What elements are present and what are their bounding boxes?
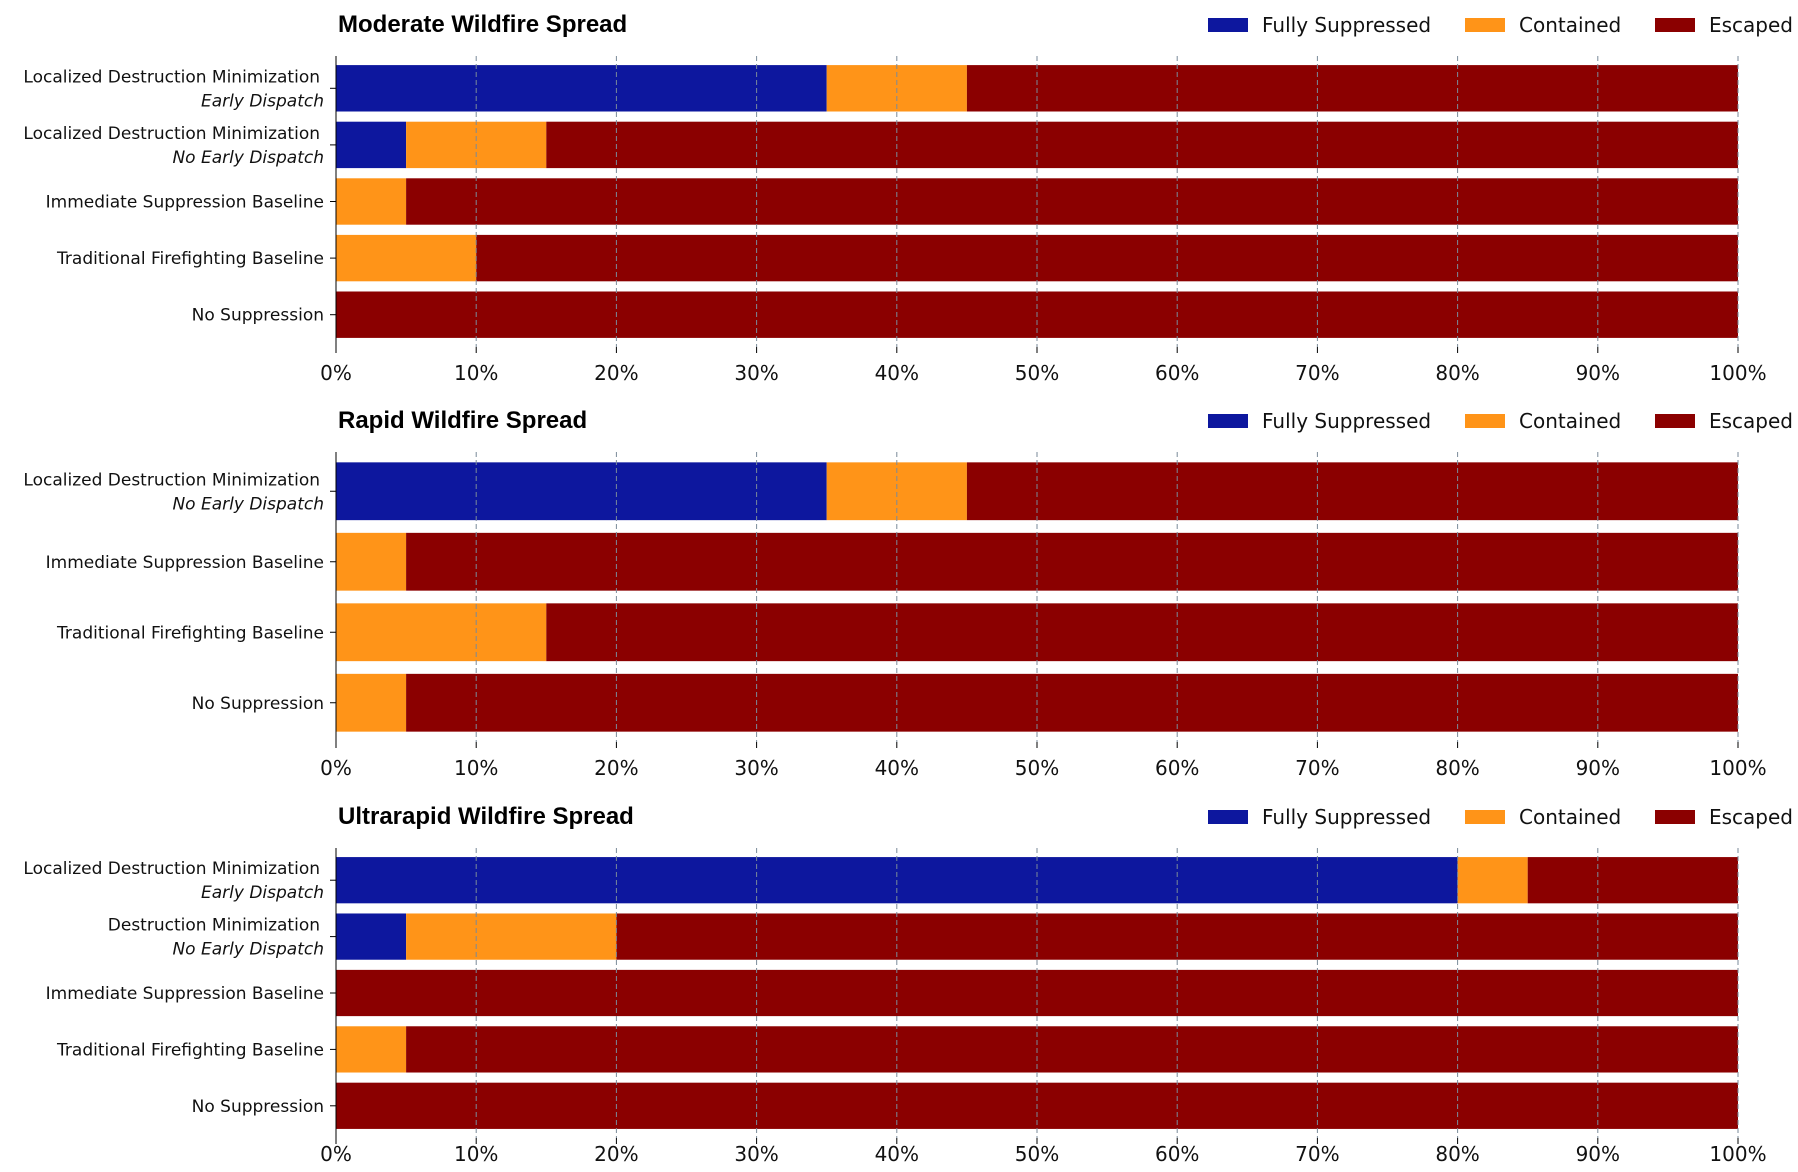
bar-fully-suppressed-destruction-minimization: [336, 913, 407, 960]
category-sublabel: No Early Dispatch: [172, 940, 324, 960]
legend-swatch-contained: [1465, 18, 1505, 32]
bar-escaped-immediate-suppression-baseline: [406, 532, 1739, 591]
legend-swatch-fully-suppressed: [1208, 18, 1248, 32]
category-sublabel: No Early Dispatch: [172, 148, 324, 168]
category-label: Traditional Firefighting Baseline: [56, 249, 324, 269]
bar-escaped-localized-destruction-minimization: [1527, 857, 1738, 904]
bar-escaped-immediate-suppression-baseline: [406, 178, 1739, 225]
x-tick-label: 70%: [1295, 361, 1339, 385]
legend-label-contained: Contained: [1519, 409, 1621, 433]
x-tick-label: 0%: [320, 361, 352, 385]
category-label: Localized Destruction Minimization: [23, 67, 320, 87]
chart-title: Rapid Wildfire Spread: [338, 407, 587, 434]
bar-contained-traditional-firefighting-baseline: [336, 603, 547, 662]
bar-contained-destruction-minimization: [406, 913, 617, 960]
category-sublabel: Early Dispatch: [201, 883, 324, 903]
category-sublabel: No Early Dispatch: [172, 494, 324, 514]
chart-panel-rapid: Rapid Wildfire Spread Fully Suppressed Con…: [23, 407, 1793, 780]
bar-contained-no-suppression: [336, 673, 407, 732]
x-tick-label: 40%: [875, 361, 919, 385]
x-tick-label: 100%: [1709, 756, 1766, 780]
legend-label-escaped: Escaped: [1709, 805, 1793, 829]
legend-label-escaped: Escaped: [1709, 409, 1793, 433]
category-label: Destruction Minimization: [108, 916, 320, 936]
x-tick-label: 90%: [1576, 1142, 1620, 1166]
category-label: No Suppression: [192, 1097, 324, 1117]
x-tick-label: 50%: [1015, 361, 1059, 385]
x-tick-label: 30%: [734, 756, 778, 780]
bar-contained-immediate-suppression-baseline: [336, 178, 407, 225]
bar-escaped-traditional-firefighting-baseline: [546, 603, 1738, 662]
chart-title: Moderate Wildfire Spread: [338, 11, 627, 38]
bar-fully-suppressed-localized-destruction-minimization: [336, 121, 407, 169]
x-tick-label: 40%: [875, 756, 919, 780]
bar-escaped-localized-destruction-minimization: [546, 121, 1738, 169]
legend-swatch-escaped: [1655, 414, 1695, 428]
bar-escaped-traditional-firefighting-baseline: [476, 234, 1739, 282]
category-label: Localized Destruction Minimization: [23, 859, 320, 879]
x-tick-label: 10%: [454, 361, 498, 385]
legend-swatch-escaped: [1655, 810, 1695, 824]
x-tick-label: 80%: [1435, 756, 1479, 780]
x-tick-label: 20%: [594, 1142, 638, 1166]
category-label: No Suppression: [192, 306, 324, 326]
bar-contained-immediate-suppression-baseline: [336, 532, 407, 591]
category-label: Traditional Firefighting Baseline: [56, 1040, 324, 1060]
chart-title: Ultrarapid Wildfire Spread: [338, 803, 634, 830]
legend-label-fully-suppressed: Fully Suppressed: [1262, 409, 1431, 433]
category-sublabel: Early Dispatch: [201, 91, 324, 111]
legend-label-fully-suppressed: Fully Suppressed: [1262, 13, 1431, 37]
bar-escaped-localized-destruction-minimization: [966, 65, 1738, 112]
x-tick-label: 30%: [734, 1142, 778, 1166]
x-tick-label: 20%: [594, 361, 638, 385]
legend-swatch-escaped: [1655, 18, 1695, 32]
category-label: No Suppression: [192, 694, 324, 714]
category-label: Immediate Suppression Baseline: [46, 984, 324, 1004]
x-tick-label: 70%: [1295, 756, 1339, 780]
x-tick-label: 70%: [1295, 1142, 1339, 1166]
legend-swatch-fully-suppressed: [1208, 810, 1248, 824]
bar-contained-traditional-firefighting-baseline: [336, 234, 477, 282]
x-tick-label: 10%: [454, 1142, 498, 1166]
legend-label-fully-suppressed: Fully Suppressed: [1262, 805, 1431, 829]
chart-panel-ultrarapid: Ultrarapid Wildfire Spread Fully Suppress…: [23, 803, 1793, 1166]
legend-label-contained: Contained: [1519, 805, 1621, 829]
bar-contained-traditional-firefighting-baseline: [336, 1026, 407, 1073]
x-tick-label: 60%: [1155, 1142, 1199, 1166]
bar-escaped-traditional-firefighting-baseline: [406, 1026, 1739, 1073]
bar-escaped-no-suppression: [406, 673, 1739, 732]
x-tick-label: 20%: [594, 756, 638, 780]
legend-swatch-contained: [1465, 810, 1505, 824]
x-tick-label: 100%: [1709, 1142, 1766, 1166]
bar-contained-localized-destruction-minimization: [1457, 857, 1528, 904]
x-tick-label: 90%: [1576, 756, 1620, 780]
x-tick-label: 0%: [320, 1142, 352, 1166]
x-tick-label: 60%: [1155, 361, 1199, 385]
bar-fully-suppressed-localized-destruction-minimization: [336, 65, 827, 112]
category-label: Immediate Suppression Baseline: [46, 553, 324, 573]
x-tick-label: 50%: [1015, 1142, 1059, 1166]
category-label: Traditional Firefighting Baseline: [56, 623, 324, 643]
bar-fully-suppressed-localized-destruction-minimization: [336, 462, 827, 521]
x-tick-label: 80%: [1435, 1142, 1479, 1166]
legend-swatch-fully-suppressed: [1208, 414, 1248, 428]
x-tick-label: 60%: [1155, 756, 1199, 780]
category-label: Immediate Suppression Baseline: [46, 193, 324, 213]
x-tick-label: 10%: [454, 756, 498, 780]
legend-swatch-contained: [1465, 414, 1505, 428]
x-tick-label: 50%: [1015, 756, 1059, 780]
category-label: Localized Destruction Minimization: [23, 470, 320, 490]
x-tick-label: 90%: [1576, 361, 1620, 385]
x-tick-label: 100%: [1709, 361, 1766, 385]
category-label: Localized Destruction Minimization: [23, 124, 320, 144]
x-tick-label: 40%: [875, 1142, 919, 1166]
x-tick-label: 80%: [1435, 361, 1479, 385]
x-tick-label: 30%: [734, 361, 778, 385]
legend-label-escaped: Escaped: [1709, 13, 1793, 37]
bar-escaped-localized-destruction-minimization: [966, 462, 1738, 521]
chart-panel-moderate: Moderate Wildfire Spread Fully Suppressed…: [23, 11, 1793, 385]
legend-label-contained: Contained: [1519, 13, 1621, 37]
x-tick-label: 0%: [320, 756, 352, 780]
